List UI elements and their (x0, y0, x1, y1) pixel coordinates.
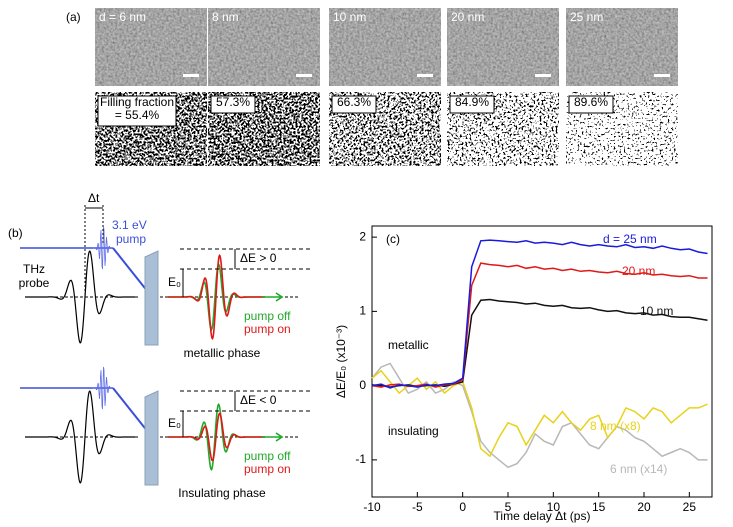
annotation: metallic (388, 338, 429, 352)
sem-image (566, 8, 678, 86)
pump-on-label: pump on (244, 462, 291, 476)
series-label: 20 nm (622, 264, 655, 278)
sample (144, 250, 159, 346)
e0-label: E₀ (168, 416, 181, 430)
panel-label: (a) (66, 10, 81, 24)
filling-label: = 55.4% (115, 108, 160, 122)
series-label: 6 nm (x14) (610, 462, 667, 476)
pump-arrow (112, 387, 149, 433)
panel-label: (b) (8, 226, 23, 240)
series-line (371, 262, 708, 388)
pump-off-label: pump off (244, 309, 291, 323)
sem-shade (95, 8, 207, 86)
sem-image (329, 8, 441, 86)
y-tick-label: 1 (359, 304, 366, 318)
sem-shade (208, 8, 320, 86)
y-axis-label: ΔE/E₀ (x10⁻³) (334, 325, 348, 398)
probe-label: probe (19, 276, 50, 290)
sem-shade (566, 8, 678, 86)
pump-off-label: pump off (244, 449, 291, 463)
scale-bar (296, 74, 312, 77)
filling-box (210, 95, 256, 114)
pump-pulse (92, 226, 114, 270)
series-label: d = 25 nm (603, 232, 657, 246)
x-axis-label: Time delay Δt (ps) (494, 509, 591, 523)
sem-image (208, 8, 320, 86)
pump-pulse (92, 366, 114, 410)
scale-bar (535, 74, 551, 77)
scale-bar (417, 74, 433, 77)
probe-label: THz (23, 262, 45, 276)
delta-label: ΔE > 0 (240, 251, 277, 265)
annotation: insulating (388, 424, 439, 438)
filling-label: 57.3% (216, 95, 250, 109)
sem-image (447, 8, 559, 86)
x-tick-label: 0 (459, 500, 466, 514)
filling-box (97, 95, 177, 127)
x-tick-label: 15 (592, 500, 606, 514)
panel-label: (c) (386, 232, 400, 246)
series-line (371, 369, 708, 458)
thickness-label: 25 nm (570, 10, 603, 24)
series-line (371, 362, 708, 469)
sample (144, 390, 159, 486)
pump-arrow (112, 247, 149, 293)
y-tick-label: -1 (355, 452, 366, 466)
y-tick-label: 0 (359, 378, 366, 392)
thickness-label: 8 nm (212, 10, 239, 24)
pump-on-pulse (168, 253, 265, 341)
sem-shade (447, 8, 559, 86)
thz-pulse (25, 390, 135, 484)
filling-box (568, 95, 614, 114)
x-tick-label: -10 (363, 500, 381, 514)
plot-frame (371, 225, 713, 498)
x-tick-label: 10 (547, 500, 561, 514)
x-tick-label: 5 (505, 500, 512, 514)
delta-label: ΔE < 0 (240, 393, 277, 407)
scale-bar (654, 74, 670, 77)
filling-box (331, 95, 377, 114)
probe-arrow (262, 292, 284, 302)
pump-energy: 3.1 eV (112, 218, 147, 232)
thickness-label: 20 nm (451, 10, 484, 24)
thickness-label: 10 nm (333, 10, 366, 24)
phase-caption: metallic phase (184, 346, 261, 360)
thz-pulse (25, 250, 135, 344)
y-tick-label: 2 (359, 229, 366, 243)
e0-label: E₀ (168, 275, 181, 289)
pump-on-pulse (168, 412, 265, 462)
series-label: 8 nm (x8) (590, 419, 641, 433)
x-tick-label: 25 (683, 500, 697, 514)
filling-box (449, 95, 495, 114)
pump-on-label: pump on (244, 322, 291, 336)
filling-label: Filling fraction (100, 95, 174, 109)
filling-label: 66.3% (337, 95, 371, 109)
sem-shade (329, 8, 441, 86)
phase-caption: Insulating phase (178, 486, 266, 500)
thickness-label: d = 6 nm (99, 10, 146, 24)
x-tick-label: 20 (637, 500, 651, 514)
filling-label: 89.6% (574, 95, 608, 109)
pump-label: pump (116, 232, 146, 246)
scale-bar (183, 74, 199, 77)
delay-label: Δt (88, 191, 100, 205)
probe-arrow (262, 432, 284, 442)
x-tick-label: -5 (412, 500, 423, 514)
sem-image (95, 8, 207, 86)
series-line (371, 239, 708, 389)
filling-label: 84.9% (455, 95, 489, 109)
series-label: 10 nm (640, 304, 673, 318)
